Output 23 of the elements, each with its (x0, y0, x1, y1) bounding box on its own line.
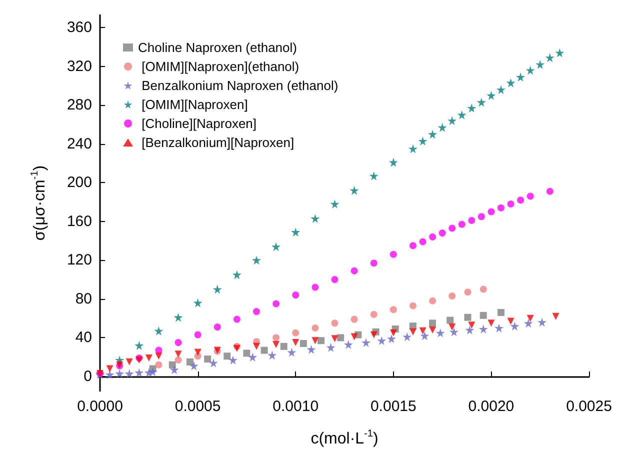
x-tick-label: 0.0020 (468, 398, 514, 415)
legend-label: Benzalkonium Naproxen (ethanol) (138, 78, 338, 93)
legend-label: [OMIM][Naproxen] (138, 97, 248, 112)
legend-label: Choline Naproxen (ethanol) (138, 40, 297, 55)
legend-label: [OMIM][Naproxen](ethanol) (138, 59, 300, 74)
x-tick-label: 0.0015 (370, 398, 416, 415)
y-tick-label: 40 (75, 329, 92, 346)
y-tick-label: 80 (75, 290, 92, 308)
y-tick-label: 320 (66, 58, 92, 75)
y-tick-label: 200 (66, 174, 92, 192)
y-axis-title: σ(μσ·cm-1) (30, 165, 48, 241)
legend-label: [Benzalkonium][Naproxen] (138, 135, 294, 150)
y-tick-label: 280 (66, 96, 92, 114)
y-tick-label: 120 (66, 252, 92, 269)
x-tick-label: 0.0000 (77, 398, 123, 415)
y-tick-label: 360 (66, 19, 92, 36)
y-tick-label: 240 (66, 135, 92, 152)
y-tick-label: 160 (66, 212, 92, 230)
y-tick-label: 0 (84, 368, 92, 385)
x-tick-label: 0.0005 (174, 398, 221, 415)
x-tick-label: 0.0010 (272, 398, 319, 415)
x-tick-label: 0.0025 (566, 398, 612, 415)
legend-label: [Choline][Naproxen] (138, 116, 257, 131)
